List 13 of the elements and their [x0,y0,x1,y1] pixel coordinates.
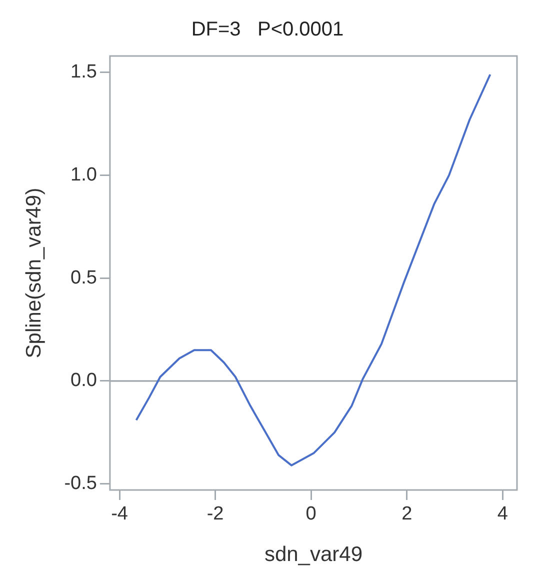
x-tick-label: -2 [206,504,224,525]
x-axis-title: sdn_var49 [264,543,363,566]
x-tick-label: 4 [497,504,508,525]
x-tick-label: 0 [306,504,316,525]
y-tick-label: 1.5 [70,62,97,83]
chart-title: DF=3 P<0.0001 [191,18,344,41]
y-tick-label: 0.0 [70,370,97,392]
y-tick-label: 1.0 [70,164,97,186]
y-tick-label: -0.5 [64,473,97,494]
x-tick-label: 2 [402,504,412,525]
y-axis-title: Spline(sdn_var49) [22,188,46,358]
x-tick-label: -4 [111,504,128,525]
y-tick-label: 0.5 [70,267,97,288]
